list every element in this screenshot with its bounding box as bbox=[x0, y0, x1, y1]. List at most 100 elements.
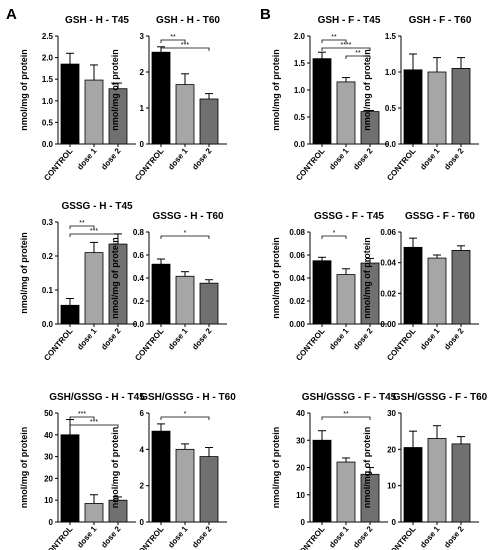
y-tick-label: 0.5 bbox=[42, 118, 54, 127]
y-axis-label: nmol/mg of protein bbox=[19, 49, 29, 131]
chart-title: GSH - F - T45 bbox=[318, 15, 381, 26]
bar bbox=[199, 282, 219, 325]
chart-9: GSH/GSSG - H - T45 nmol/mg of protein 0 10 2… bbox=[19, 392, 145, 550]
y-tick-label: 0.0 bbox=[42, 320, 54, 329]
y-tick-label: 0.00 bbox=[380, 320, 396, 329]
significance-label: *** bbox=[78, 411, 86, 418]
bar bbox=[403, 447, 423, 523]
bar bbox=[336, 81, 356, 145]
significance-bracket bbox=[321, 47, 371, 51]
significance-label: ** bbox=[79, 220, 85, 227]
chart-12: GSH/GSSG - F - T60 nmol/mg of protein 0 10 2… bbox=[362, 392, 488, 550]
significance-bracket bbox=[345, 55, 371, 59]
y-axis-label: nmol/mg of protein bbox=[19, 427, 29, 509]
bar bbox=[175, 275, 195, 325]
x-tick-label: CONTROL bbox=[42, 524, 74, 550]
x-tick-label: dose 1 bbox=[327, 326, 351, 352]
chart-4: GSH - F - T60 nmol/mg of protein 0.0 0.5 1.0… bbox=[362, 15, 479, 183]
y-tick-label: 0 bbox=[392, 518, 397, 527]
y-tick-label: 0.1 bbox=[42, 286, 54, 295]
y-axis-label: nmol/mg of protein bbox=[110, 427, 120, 509]
significance-label: * bbox=[333, 230, 336, 237]
x-tick-label: dose 1 bbox=[75, 524, 99, 550]
significance-bracket bbox=[69, 416, 95, 420]
y-axis-label: nmol/mg of protein bbox=[110, 49, 120, 131]
y-tick-label: 40 bbox=[296, 409, 305, 418]
y-tick-label: 0 bbox=[301, 518, 306, 527]
y-tick-label: 1.5 bbox=[294, 59, 306, 68]
x-tick-label: dose 2 bbox=[190, 524, 214, 550]
x-tick-label: CONTROL bbox=[385, 146, 417, 182]
bar bbox=[151, 430, 171, 523]
y-axis-label: nmol/mg of protein bbox=[271, 237, 281, 319]
y-tick-label: 2.0 bbox=[42, 54, 54, 63]
y-tick-label: 0.02 bbox=[380, 289, 396, 298]
x-tick-label: dose 1 bbox=[166, 524, 190, 550]
chart-title: GSSG - F - T60 bbox=[405, 211, 475, 222]
y-tick-label: 40 bbox=[44, 431, 53, 440]
y-tick-label: 10 bbox=[44, 496, 53, 505]
bar bbox=[151, 51, 171, 145]
x-tick-label: CONTROL bbox=[385, 524, 417, 550]
significance-bracket bbox=[321, 416, 371, 420]
significance-label: *** bbox=[90, 419, 98, 426]
x-tick-label: dose 2 bbox=[99, 146, 123, 172]
x-tick-label: dose 1 bbox=[75, 146, 99, 172]
y-tick-label: 10 bbox=[296, 491, 305, 500]
y-tick-label: 2 bbox=[140, 68, 145, 77]
chart-title: GSH/GSSG - F - T45 bbox=[302, 392, 397, 403]
significance-label: * bbox=[184, 230, 187, 237]
y-tick-label: 50 bbox=[44, 409, 53, 418]
x-tick-label: CONTROL bbox=[133, 524, 165, 550]
significance-label: * bbox=[184, 411, 187, 418]
y-tick-label: 0 bbox=[49, 518, 54, 527]
y-tick-label: 0.4 bbox=[133, 274, 145, 283]
y-axis-label: nmol/mg of protein bbox=[19, 232, 29, 314]
y-axis-label: nmol/mg of protein bbox=[271, 49, 281, 131]
x-tick-label: dose 2 bbox=[351, 326, 375, 352]
y-tick-label: 20 bbox=[387, 445, 396, 454]
bar bbox=[199, 456, 219, 523]
y-tick-label: 0 bbox=[140, 140, 145, 149]
y-tick-label: 0.08 bbox=[289, 228, 305, 237]
x-tick-label: dose 1 bbox=[327, 146, 351, 172]
y-tick-label: 0.06 bbox=[380, 228, 396, 237]
bar bbox=[84, 79, 104, 145]
bar bbox=[199, 98, 219, 145]
significance-bracket bbox=[160, 416, 210, 420]
chart-8: GSSG - F - T60 nmol/mg of protein 0.00 0.02… bbox=[362, 211, 479, 363]
x-tick-label: dose 1 bbox=[418, 326, 442, 352]
y-tick-label: 30 bbox=[296, 436, 305, 445]
significance-bracket bbox=[69, 225, 95, 229]
y-axis-label: nmol/mg of protein bbox=[271, 427, 281, 509]
bar bbox=[427, 438, 447, 523]
x-tick-label: dose 1 bbox=[166, 326, 190, 352]
chart-10: GSH/GSSG - H - T60 nmol/mg of protein 0 2 4 6… bbox=[110, 392, 236, 550]
y-tick-label: 0.04 bbox=[289, 274, 305, 283]
chart-7: GSSG - F - T45 nmol/mg of protein 0.00 0.02… bbox=[271, 211, 388, 363]
bar bbox=[84, 503, 104, 523]
chart-title: GSSG - H - T45 bbox=[61, 201, 133, 212]
chart-title: GSH - H - T60 bbox=[156, 15, 220, 26]
bar bbox=[60, 434, 80, 523]
y-tick-label: 30 bbox=[387, 409, 396, 418]
y-tick-label: 1.0 bbox=[385, 68, 397, 77]
bar bbox=[312, 260, 332, 325]
y-tick-label: 0.06 bbox=[289, 251, 305, 260]
y-tick-label: 6 bbox=[140, 409, 145, 418]
x-tick-label: CONTROL bbox=[42, 326, 74, 362]
significance-label: ** bbox=[331, 34, 337, 41]
y-tick-label: 30 bbox=[44, 453, 53, 462]
bar bbox=[403, 246, 423, 325]
bar bbox=[403, 69, 423, 145]
x-tick-label: dose 1 bbox=[418, 524, 442, 550]
bar bbox=[336, 461, 356, 523]
y-tick-label: 0.3 bbox=[42, 218, 54, 227]
y-tick-label: 0.2 bbox=[42, 252, 54, 261]
y-tick-label: 4 bbox=[140, 445, 145, 454]
x-tick-label: dose 1 bbox=[166, 146, 190, 172]
y-tick-label: 3 bbox=[140, 32, 145, 41]
bar bbox=[336, 274, 356, 325]
bar bbox=[427, 71, 447, 145]
